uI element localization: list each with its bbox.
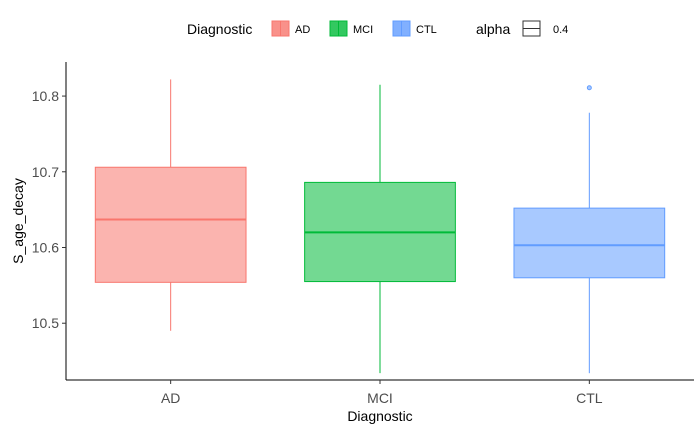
outlier-point-ctl <box>586 85 592 91</box>
box-mci <box>304 84 456 374</box>
x-tick-label: AD <box>161 390 180 406</box>
box-ad <box>94 79 247 331</box>
x-tick-label: MCI <box>367 390 393 406</box>
legend-label: AD <box>295 24 310 36</box>
y-tick-label: 10.6 <box>32 240 59 256</box>
x-axis-label: Diagnostic <box>347 408 412 424</box>
alpha-legend-key <box>522 20 541 37</box>
box-body-ctl <box>513 207 666 279</box>
alpha-legend-title: alpha <box>476 21 510 37</box>
legend-item-ctl: CTL <box>392 20 437 37</box>
x-axis-ticks: AD MCI CTL <box>161 380 603 406</box>
y-tick-label: 10.5 <box>32 315 59 331</box>
alpha-legend-value: 0.4 <box>553 24 568 36</box>
y-axis-ticks: 10.5 10.6 10.7 10.8 <box>32 88 66 331</box>
legend-title: Diagnostic <box>187 21 252 37</box>
plot-area <box>94 79 666 374</box>
legend-item-mci: MCI <box>329 20 373 37</box>
legend-label: CTL <box>416 24 437 36</box>
x-tick-label: CTL <box>576 390 603 406</box>
box-body-ad <box>94 166 247 283</box>
legend-item-ad: AD <box>271 20 310 37</box>
box-ctl <box>513 85 666 374</box>
legend-label: MCI <box>353 24 373 36</box>
y-tick-label: 10.7 <box>32 164 59 180</box>
legend: Diagnostic AD MCI CTL alpha 0.4 <box>187 20 568 37</box>
y-tick-label: 10.8 <box>32 88 59 104</box>
y-axis-label: S_age_decay <box>10 178 26 264</box>
